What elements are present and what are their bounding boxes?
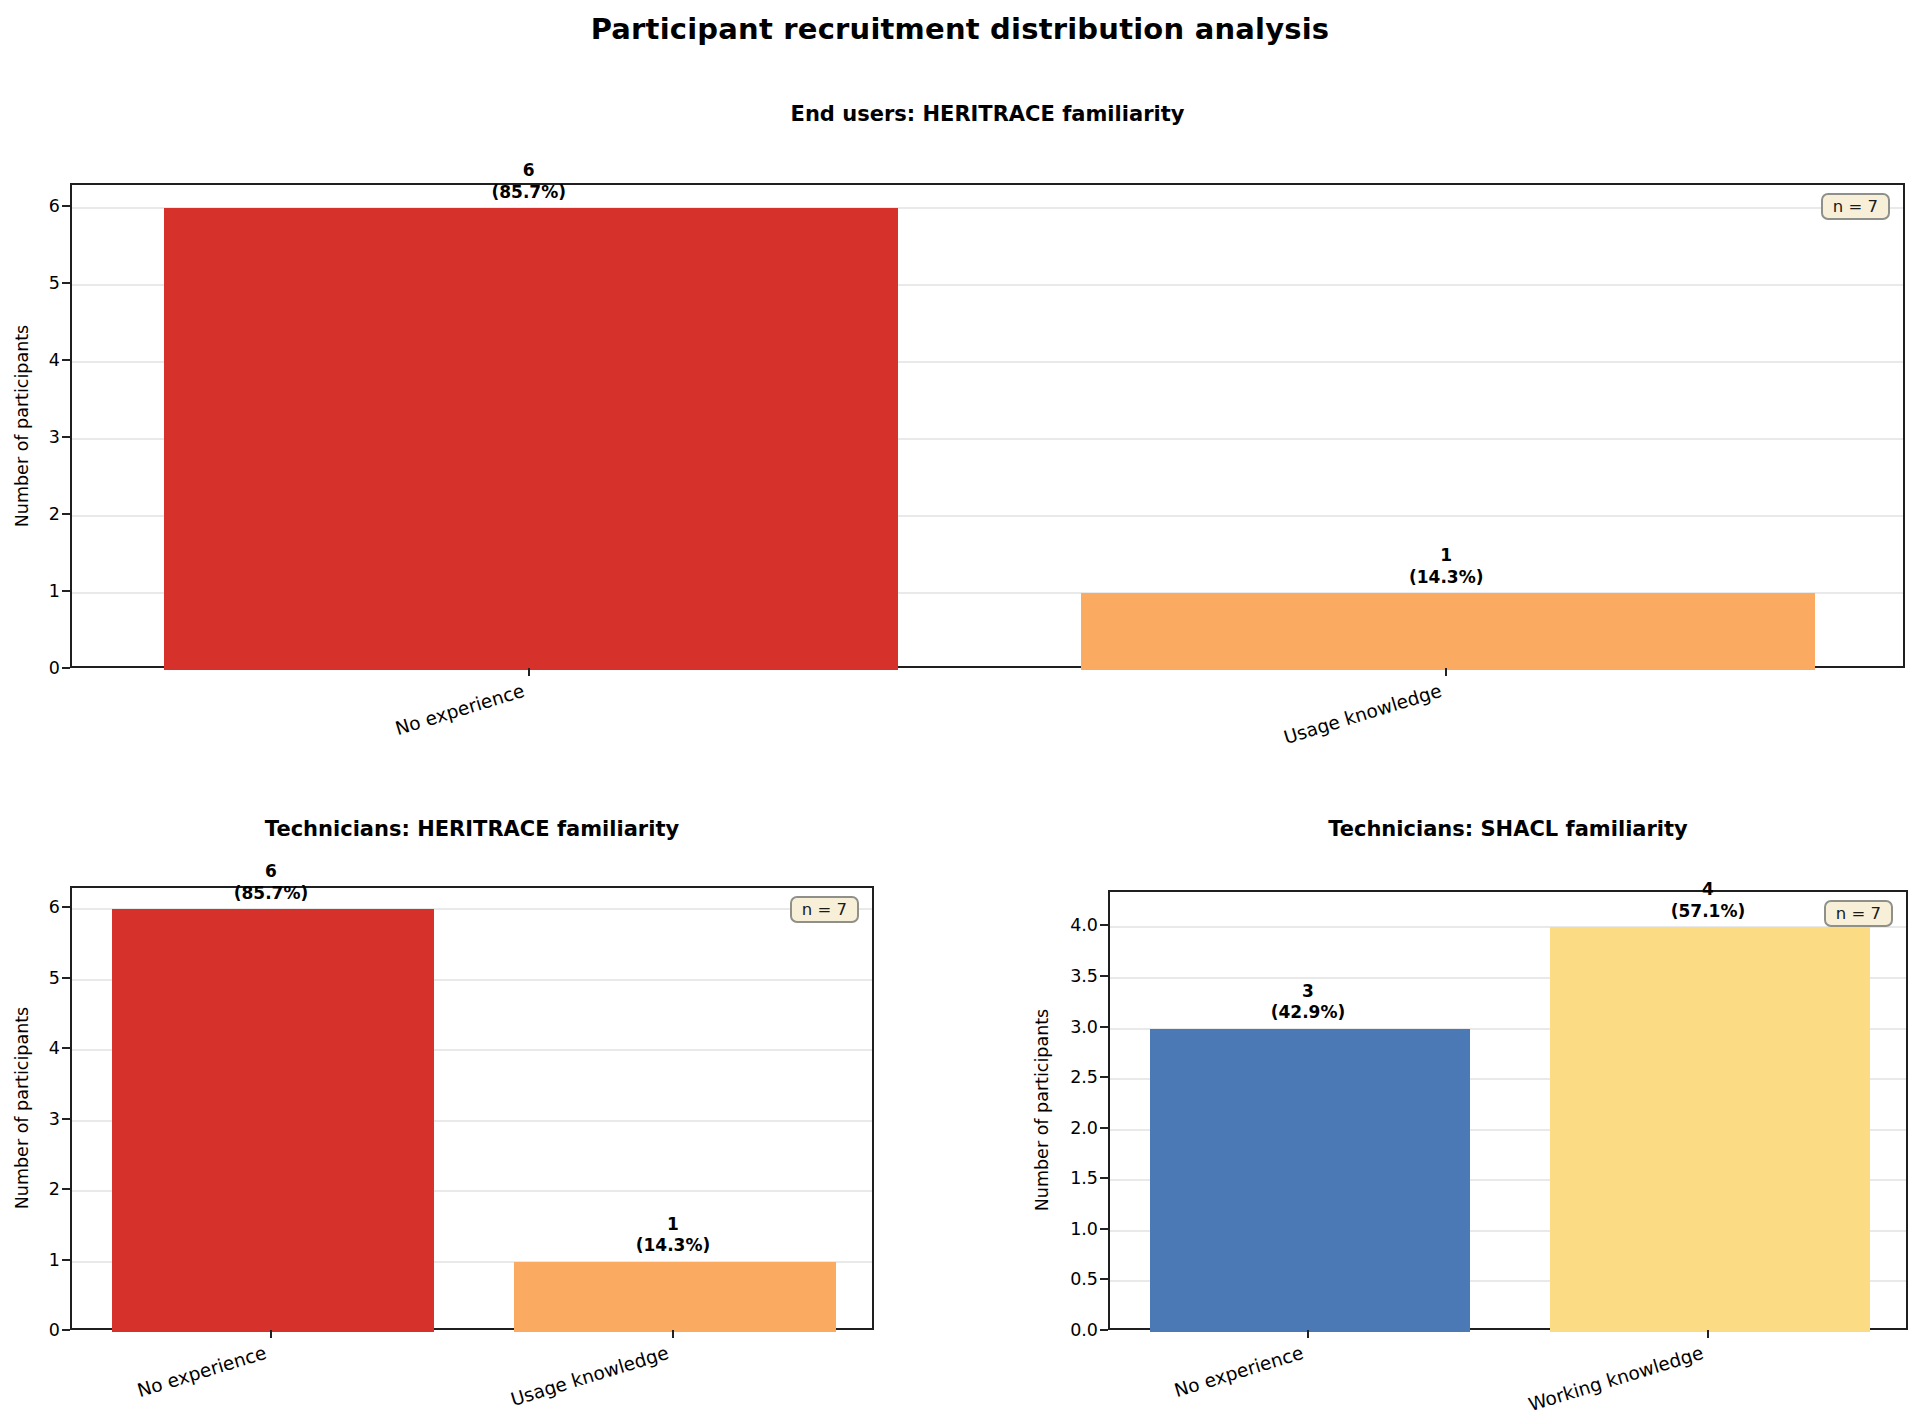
- y-tick-label: 5: [0, 966, 60, 990]
- chart-2-sample-size-badge: n = 7: [790, 896, 859, 923]
- x-category-text: No experience: [1172, 1342, 1306, 1401]
- bar-value-label: 6(85.7%): [111, 861, 431, 904]
- bar-percent: (85.7%): [369, 182, 689, 204]
- y-tick-label: 0: [0, 1318, 60, 1342]
- y-axis-label-text: Number of participants: [12, 324, 32, 526]
- bar-value-label: 6(85.7%): [369, 160, 689, 203]
- y-axis-label-text: Number of participants: [1032, 1009, 1052, 1211]
- chart-3-plot-area: n = 7: [1108, 890, 1908, 1330]
- y-tick-mark: [1100, 975, 1108, 977]
- x-tick-mark: [528, 668, 530, 676]
- x-category-text: Usage knowledge: [508, 1342, 671, 1410]
- y-tick-mark: [1100, 1278, 1108, 1280]
- chart-1-plot-area: n = 7: [70, 183, 1905, 668]
- y-tick-mark: [1100, 1127, 1108, 1129]
- x-category-text: Working knowledge: [1526, 1342, 1706, 1415]
- bar-value-label: 1(14.3%): [513, 1214, 833, 1257]
- bar-percent: (85.7%): [111, 883, 431, 905]
- y-tick-mark: [62, 205, 70, 207]
- y-tick-mark: [1100, 924, 1108, 926]
- y-tick-mark: [62, 1047, 70, 1049]
- y-tick-label: 1: [0, 1248, 60, 1272]
- x-tick-mark: [1307, 1330, 1309, 1338]
- y-tick-label: 3.5: [1028, 964, 1098, 988]
- bar-no-experience: [164, 208, 898, 670]
- y-tick-mark: [62, 436, 70, 438]
- chart-3-title: Technicians: SHACL familiarity: [1108, 817, 1908, 841]
- y-tick-label: 0.0: [1028, 1318, 1098, 1342]
- y-tick-mark: [62, 513, 70, 515]
- y-tick-mark: [62, 282, 70, 284]
- x-tick-mark: [1445, 668, 1447, 676]
- bar-value-label: 1(14.3%): [1286, 545, 1606, 588]
- x-category-text: No experience: [135, 1342, 269, 1401]
- y-tick-label: 6: [0, 895, 60, 919]
- y-tick-mark: [62, 590, 70, 592]
- y-tick-mark: [62, 1259, 70, 1261]
- chart-1-title: End users: HERITRACE familiarity: [70, 102, 1905, 126]
- figure-suptitle: Participant recruitment distribution ana…: [0, 12, 1920, 46]
- bar-value-label: 4(57.1%): [1548, 879, 1868, 922]
- y-axis-label-text: Number of participants: [12, 1007, 32, 1209]
- y-tick-mark: [62, 906, 70, 908]
- chart-1-sample-size-badge: n = 7: [1821, 193, 1890, 220]
- x-category-text: Usage knowledge: [1282, 680, 1445, 748]
- y-tick-mark: [1100, 1076, 1108, 1078]
- chart-2-title: Technicians: HERITRACE familiarity: [70, 817, 874, 841]
- y-tick-mark: [62, 977, 70, 979]
- bar-usage-knowledge: [514, 1262, 836, 1332]
- bar-count: 1: [1286, 545, 1606, 567]
- bar-no-experience: [1150, 1029, 1470, 1332]
- y-tick-mark: [62, 1118, 70, 1120]
- bar-count: 1: [513, 1214, 833, 1236]
- y-tick-label: 6: [0, 194, 60, 218]
- y-tick-mark: [1100, 1329, 1108, 1331]
- x-tick-mark: [1707, 1330, 1709, 1338]
- bar-count: 6: [369, 160, 689, 182]
- y-tick-label: 0.5: [1028, 1267, 1098, 1291]
- bar-percent: (57.1%): [1548, 901, 1868, 923]
- bar-count: 3: [1148, 981, 1468, 1003]
- bar-working-knowledge: [1550, 927, 1870, 1332]
- x-tick-mark: [672, 1330, 674, 1338]
- bar-usage-knowledge: [1081, 593, 1815, 670]
- y-tick-label: 1.0: [1028, 1217, 1098, 1241]
- y-tick-mark: [1100, 1177, 1108, 1179]
- y-tick-label: 4.0: [1028, 913, 1098, 937]
- y-tick-mark: [1100, 1026, 1108, 1028]
- y-tick-mark: [1100, 1228, 1108, 1230]
- x-category-text: No experience: [393, 680, 527, 739]
- y-tick-label: 5: [0, 271, 60, 295]
- bar-percent: (42.9%): [1148, 1002, 1468, 1024]
- y-tick-mark: [62, 1188, 70, 1190]
- y-tick-mark: [62, 1329, 70, 1331]
- y-tick-mark: [62, 359, 70, 361]
- y-tick-mark: [62, 667, 70, 669]
- y-tick-label: 0: [0, 656, 60, 680]
- x-tick-mark: [270, 1330, 272, 1338]
- y-tick-label: 1: [0, 579, 60, 603]
- bar-no-experience: [112, 909, 434, 1332]
- bar-percent: (14.3%): [1286, 567, 1606, 589]
- participant-recruitment-figure: Participant recruitment distribution ana…: [0, 0, 1920, 1424]
- bar-percent: (14.3%): [513, 1235, 833, 1257]
- bar-count: 4: [1548, 879, 1868, 901]
- bar-count: 6: [111, 861, 431, 883]
- chart-2-plot-area: n = 7: [70, 886, 874, 1330]
- bar-value-label: 3(42.9%): [1148, 981, 1468, 1024]
